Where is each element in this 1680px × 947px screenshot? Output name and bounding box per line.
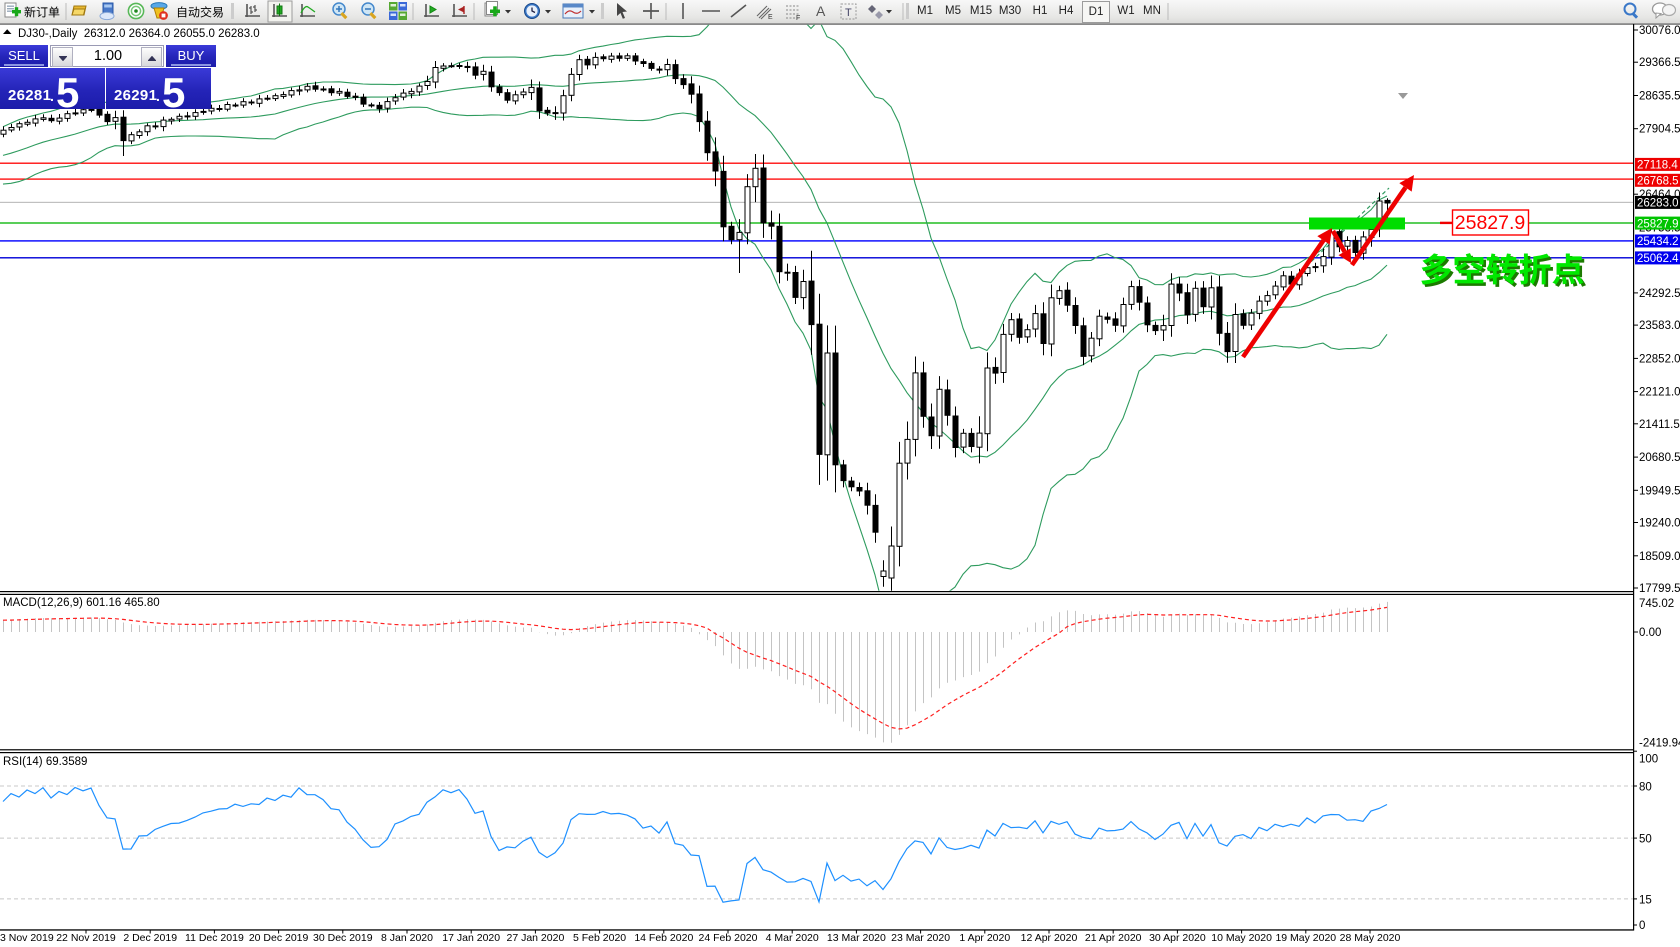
svg-text:10 May 2020: 10 May 2020 [1211, 932, 1272, 944]
svg-text:28 May 2020: 28 May 2020 [1340, 932, 1401, 944]
svg-text:50: 50 [1639, 833, 1652, 845]
svg-text:24292.5: 24292.5 [1639, 288, 1680, 300]
svg-text:25434.2: 25434.2 [1637, 236, 1679, 248]
svg-text:100: 100 [1639, 754, 1658, 766]
svg-text:E: E [768, 14, 773, 21]
svg-text:17799.5: 17799.5 [1639, 583, 1680, 595]
svg-text:8 Jan 2020: 8 Jan 2020 [381, 932, 433, 944]
svg-text:80: 80 [1639, 781, 1652, 793]
svg-text:23 Mar 2020: 23 Mar 2020 [891, 932, 950, 944]
svg-text:26768.5: 26768.5 [1637, 176, 1679, 188]
svg-text:21 Apr 2020: 21 Apr 2020 [1085, 932, 1142, 944]
svg-text:25827.9: 25827.9 [1455, 212, 1526, 234]
svg-text:27118.4: 27118.4 [1637, 160, 1678, 172]
svg-text:A: A [816, 3, 826, 19]
svg-text:30 Dec 2019: 30 Dec 2019 [313, 932, 373, 944]
svg-text:RSI(14) 69.3589: RSI(14) 69.3589 [3, 756, 87, 768]
svg-text:28635.5: 28635.5 [1639, 91, 1680, 103]
svg-text:21411.5: 21411.5 [1639, 419, 1680, 431]
svg-text:12 Apr 2020: 12 Apr 2020 [1021, 932, 1078, 944]
svg-text:4 Mar 2020: 4 Mar 2020 [766, 932, 819, 944]
svg-text:745.02: 745.02 [1639, 598, 1674, 610]
svg-text:0: 0 [1639, 920, 1645, 932]
svg-text:27 Jan 2020: 27 Jan 2020 [506, 932, 564, 944]
svg-text:13 Mar 2020: 13 Mar 2020 [827, 932, 886, 944]
svg-text:26283.0: 26283.0 [1637, 198, 1679, 210]
svg-text:27904.5: 27904.5 [1639, 124, 1680, 136]
svg-text:19949.5: 19949.5 [1639, 485, 1680, 497]
svg-text:T: T [845, 7, 852, 19]
svg-text:22121.0: 22121.0 [1639, 387, 1680, 399]
svg-text:2 Dec 2019: 2 Dec 2019 [123, 932, 177, 944]
svg-text:1 Apr 2020: 1 Apr 2020 [959, 932, 1010, 944]
svg-text:20 Dec 2019: 20 Dec 2019 [249, 932, 309, 944]
svg-text:30 Apr 2020: 30 Apr 2020 [1149, 932, 1206, 944]
svg-text:19 May 2020: 19 May 2020 [1275, 932, 1336, 944]
svg-text:25062.4: 25062.4 [1637, 253, 1679, 265]
svg-text:15: 15 [1639, 894, 1652, 906]
svg-text:18509.0: 18509.0 [1639, 551, 1680, 563]
svg-text:22852.0: 22852.0 [1639, 353, 1680, 365]
svg-text:F: F [796, 15, 800, 22]
svg-text:19240.0: 19240.0 [1639, 518, 1680, 530]
svg-text:23583.0: 23583.0 [1639, 320, 1680, 332]
svg-text:24 Feb 2020: 24 Feb 2020 [699, 932, 758, 944]
svg-text:5 Feb 2020: 5 Feb 2020 [573, 932, 626, 944]
svg-text:20680.5: 20680.5 [1639, 452, 1680, 464]
svg-text:-2419.94: -2419.94 [1639, 738, 1680, 750]
svg-text:14 Feb 2020: 14 Feb 2020 [634, 932, 693, 944]
svg-text:MACD(12,26,9) 601.16 465.80: MACD(12,26,9) 601.16 465.80 [3, 597, 160, 609]
svg-text:25827.9: 25827.9 [1637, 218, 1679, 230]
svg-text:30076.0: 30076.0 [1639, 25, 1680, 37]
svg-text:DJ30-,Daily 26312.0 26364.0 2: DJ30-,Daily 26312.0 26364.0 26055.0 2628… [18, 28, 260, 40]
svg-text:3 Nov 2019: 3 Nov 2019 [0, 932, 54, 944]
svg-text:11 Dec 2019: 11 Dec 2019 [185, 932, 244, 944]
svg-text:0.00: 0.00 [1639, 627, 1661, 639]
svg-text:22 Nov 2019: 22 Nov 2019 [56, 932, 116, 944]
svg-text:17 Jan 2020: 17 Jan 2020 [442, 932, 500, 944]
svg-text:29366.5: 29366.5 [1639, 57, 1680, 69]
